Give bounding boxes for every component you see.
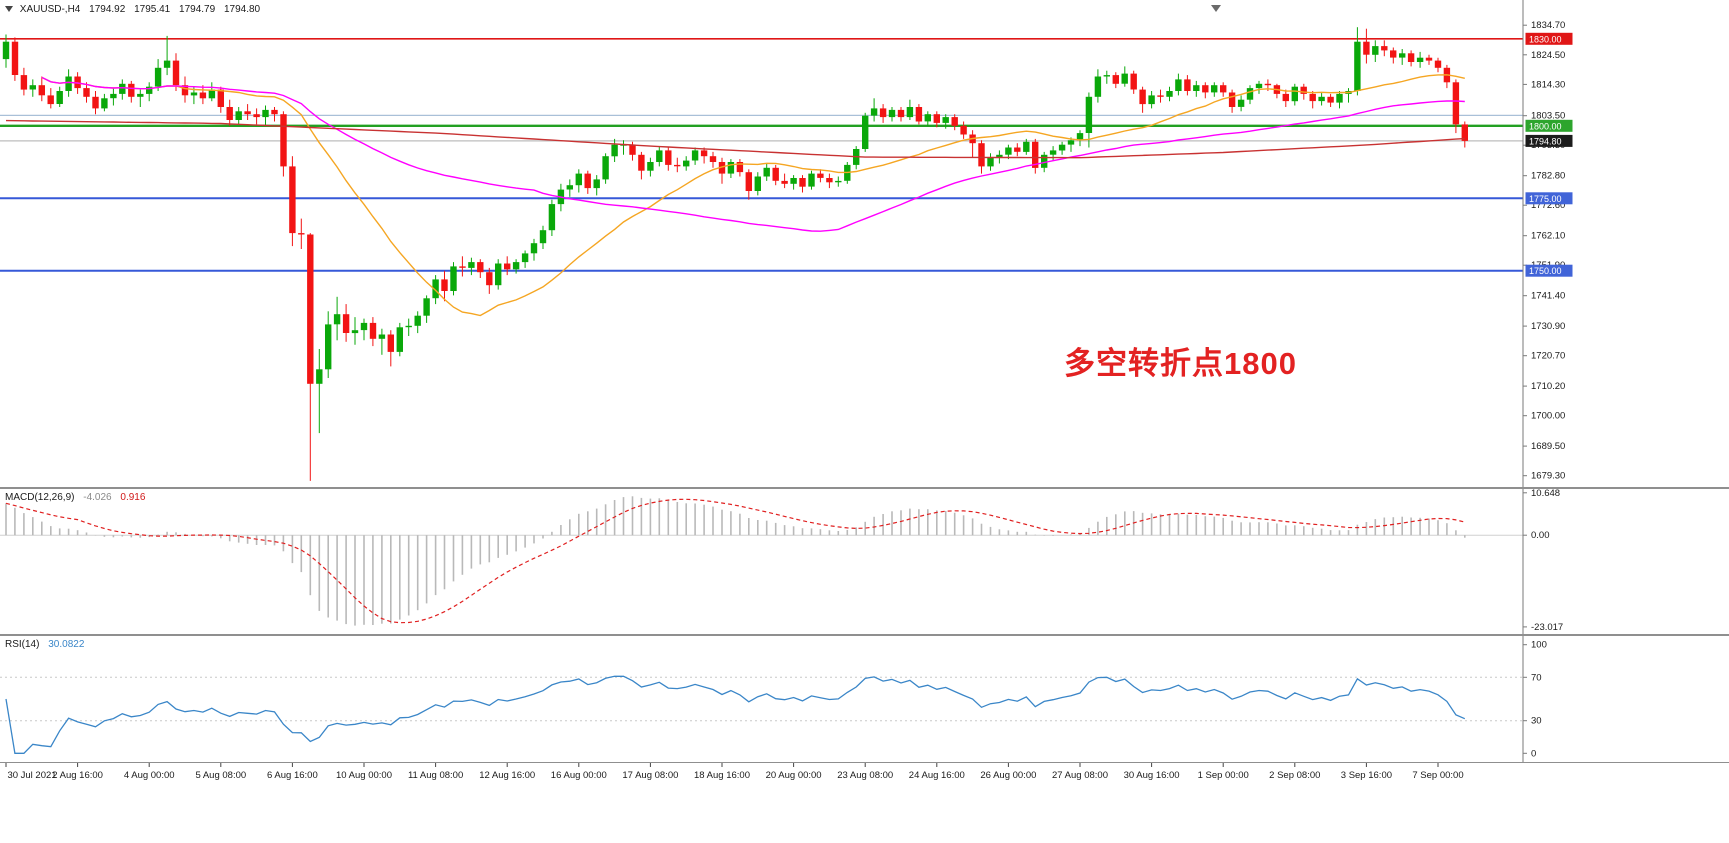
svg-text:11 Aug 08:00: 11 Aug 08:00 xyxy=(408,770,463,781)
bar-high-value: 1795.41 xyxy=(134,4,171,15)
svg-text:1720.70: 1720.70 xyxy=(1531,351,1565,362)
svg-text:70: 70 xyxy=(1531,672,1542,683)
chart-shift-marker-icon[interactable] xyxy=(1211,5,1221,12)
annotation-text[interactable]: 多空转折点1800 xyxy=(1064,346,1297,381)
pane-separator[interactable] xyxy=(0,634,1729,636)
svg-text:2 Sep 08:00: 2 Sep 08:00 xyxy=(1269,770,1320,781)
svg-text:1741.40: 1741.40 xyxy=(1531,291,1565,302)
macd-pane[interactable]: 10.648 0.00 -23.017 xyxy=(0,489,1729,634)
price-pane-svg[interactable]: 1834.701824.501814.301803.501793.301782.… xyxy=(0,0,1729,487)
svg-text:3 Sep 16:00: 3 Sep 16:00 xyxy=(1341,770,1392,781)
svg-text:10 Aug 00:00: 10 Aug 00:00 xyxy=(336,770,392,781)
svg-text:1794.80: 1794.80 xyxy=(1529,136,1562,146)
svg-text:30 Aug 16:00: 30 Aug 16:00 xyxy=(1124,770,1180,781)
svg-text:24 Aug 16:00: 24 Aug 16:00 xyxy=(909,770,965,781)
svg-text:1762.10: 1762.10 xyxy=(1531,231,1565,242)
symbol-dropdown-icon[interactable] xyxy=(5,6,13,13)
pane-separator[interactable] xyxy=(0,487,1729,489)
svg-text:18 Aug 16:00: 18 Aug 16:00 xyxy=(694,770,750,781)
svg-text:1772.60: 1772.60 xyxy=(1531,200,1565,211)
svg-text:-23.017: -23.017 xyxy=(1531,622,1563,633)
svg-text:7 Sep 00:00: 7 Sep 00:00 xyxy=(1412,770,1463,781)
svg-text:1834.70: 1834.70 xyxy=(1531,20,1565,31)
svg-text:1689.50: 1689.50 xyxy=(1531,441,1565,452)
rsi-label-row: RSI(14) 30.0822 xyxy=(5,639,84,650)
svg-text:1700.00: 1700.00 xyxy=(1531,411,1565,422)
bar-low-value: 1794.79 xyxy=(179,4,216,15)
svg-text:0.00: 0.00 xyxy=(1531,530,1550,541)
svg-text:0: 0 xyxy=(1531,748,1536,759)
svg-text:23 Aug 08:00: 23 Aug 08:00 xyxy=(837,770,893,781)
price-pane[interactable]: 1834.701824.501814.301803.501793.301782.… xyxy=(0,0,1729,487)
macd-indicator-label: MACD(12,26,9) xyxy=(5,492,75,503)
time-axis[interactable]: 30 Jul 2021 2 Aug 16:00 4 Aug 00:00 5 Aug 0… xyxy=(0,762,1729,790)
macd-pane-svg[interactable]: 10.648 0.00 -23.017 xyxy=(0,489,1729,634)
svg-text:17 Aug 08:00: 17 Aug 08:00 xyxy=(622,770,678,781)
macd-main-value: -4.026 xyxy=(83,492,112,503)
svg-text:16 Aug 00:00: 16 Aug 00:00 xyxy=(551,770,607,781)
svg-text:27 Aug 08:00: 27 Aug 08:00 xyxy=(1052,770,1108,781)
svg-text:1803.50: 1803.50 xyxy=(1531,111,1565,122)
svg-text:10.648: 10.648 xyxy=(1531,489,1560,499)
svg-text:1 Sep 00:00: 1 Sep 00:00 xyxy=(1198,770,1249,781)
svg-text:1679.30: 1679.30 xyxy=(1531,471,1565,482)
svg-text:30 Jul 2021: 30 Jul 2021 xyxy=(7,770,56,781)
bar-close-value: 1794.80 xyxy=(223,4,261,15)
symbol-info-bar: XAUUSD-,H4 1794.92 1795.41 1794.79 1794.… xyxy=(5,4,260,15)
svg-text:6 Aug 16:00: 6 Aug 16:00 xyxy=(267,770,318,781)
svg-text:2 Aug 16:00: 2 Aug 16:00 xyxy=(52,770,103,781)
svg-text:1710.20: 1710.20 xyxy=(1531,381,1565,392)
bar-open-value: 1794.92 xyxy=(89,4,126,15)
rsi-value: 30.0822 xyxy=(48,639,85,650)
rsi-pane[interactable]: 100 70 30 0 xyxy=(0,636,1729,762)
svg-text:1814.30: 1814.30 xyxy=(1531,79,1565,90)
svg-text:12 Aug 16:00: 12 Aug 16:00 xyxy=(479,770,535,781)
svg-text:4 Aug 00:00: 4 Aug 00:00 xyxy=(124,770,175,781)
svg-text:1775.00: 1775.00 xyxy=(1529,194,1562,204)
svg-text:30: 30 xyxy=(1531,716,1542,727)
svg-text:5 Aug 08:00: 5 Aug 08:00 xyxy=(195,770,246,781)
rsi-indicator-label: RSI(14) xyxy=(5,639,40,650)
svg-text:26 Aug 00:00: 26 Aug 00:00 xyxy=(980,770,1036,781)
rsi-pane-svg[interactable]: 100 70 30 0 xyxy=(0,636,1729,762)
svg-text:1800.00: 1800.00 xyxy=(1529,121,1562,131)
svg-text:1730.90: 1730.90 xyxy=(1531,321,1565,332)
svg-text:1750.00: 1750.00 xyxy=(1529,266,1562,276)
svg-text:20 Aug 00:00: 20 Aug 00:00 xyxy=(766,770,822,781)
svg-text:100: 100 xyxy=(1531,640,1547,651)
svg-text:1824.50: 1824.50 xyxy=(1531,50,1565,61)
svg-text:1782.80: 1782.80 xyxy=(1531,171,1565,182)
symbol-timeframe-label: XAUUSD-,H4 xyxy=(19,4,81,15)
macd-signal-value: 0.916 xyxy=(120,492,146,503)
svg-text:1830.00: 1830.00 xyxy=(1529,34,1562,44)
macd-label-row: MACD(12,26,9) -4.026 0.916 xyxy=(5,492,145,503)
